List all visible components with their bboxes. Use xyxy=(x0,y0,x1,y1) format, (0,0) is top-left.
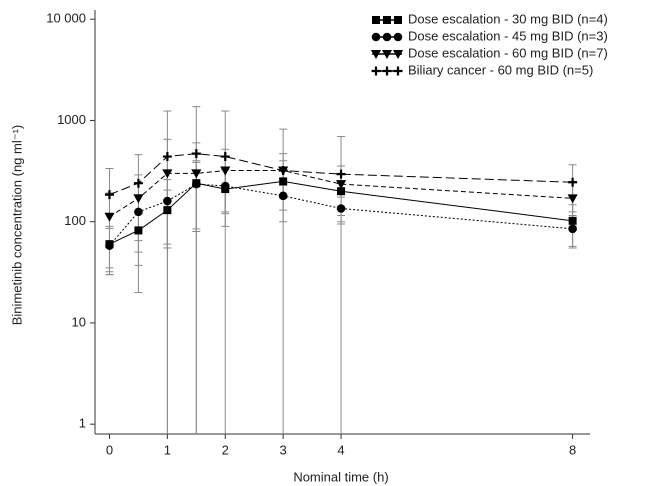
legend-label: Dose escalation - 45 mg BID (n=3) xyxy=(408,28,608,43)
marker xyxy=(133,178,143,188)
error-bar xyxy=(134,154,143,293)
error-bar xyxy=(192,106,201,434)
legend-marker xyxy=(370,50,382,60)
marker xyxy=(192,179,201,189)
marker xyxy=(191,149,201,159)
legend-label: Dose escalation - 60 mg BID (n=7) xyxy=(408,45,608,60)
legend-marker xyxy=(371,66,381,76)
marker xyxy=(279,177,288,186)
x-tick-label: 4 xyxy=(337,442,344,457)
legend-marker xyxy=(372,16,380,24)
series-line xyxy=(109,183,573,246)
marker xyxy=(105,241,114,250)
series-line xyxy=(109,170,573,218)
series-line xyxy=(109,180,573,245)
marker xyxy=(163,196,172,206)
error-bar xyxy=(163,110,172,434)
marker xyxy=(134,226,143,235)
marker xyxy=(278,166,288,176)
marker xyxy=(567,194,578,204)
x-axis-title: Nominal time (h) xyxy=(293,469,388,484)
marker xyxy=(162,152,172,162)
marker xyxy=(278,191,288,201)
marker xyxy=(191,169,202,179)
legend-marker xyxy=(382,66,392,76)
series-line xyxy=(109,153,573,196)
marker xyxy=(336,169,346,179)
marker xyxy=(220,166,231,176)
marker xyxy=(335,180,347,190)
marker xyxy=(104,190,114,200)
marker xyxy=(163,206,172,215)
legend-marker xyxy=(383,16,391,24)
marker xyxy=(220,181,230,191)
legend-marker xyxy=(394,16,402,24)
legend-label: Dose escalation - 30 mg BID (n=4) xyxy=(408,11,608,26)
marker xyxy=(220,152,230,162)
legend-marker xyxy=(393,66,403,76)
marker xyxy=(162,169,173,179)
legend-marker xyxy=(381,50,393,60)
x-tick-label: 8 xyxy=(569,442,576,457)
x-tick-label: 3 xyxy=(280,442,287,457)
x-tick-label: 0 xyxy=(106,442,113,457)
marker xyxy=(133,194,144,204)
y-tick-label: 10 000 xyxy=(46,11,86,26)
y-tick-label: 100 xyxy=(64,213,86,228)
y-axis-title: Binimetinib concentration (ng ml⁻¹) xyxy=(9,125,24,326)
error-bar xyxy=(568,164,577,213)
marker xyxy=(134,207,143,217)
error-bar xyxy=(279,128,288,434)
legend-label: Biliary cancer - 60 mg BID (n=5) xyxy=(408,62,593,77)
marker xyxy=(568,216,577,225)
y-tick-label: 1 xyxy=(79,416,86,431)
marker xyxy=(568,224,577,234)
legend-marker xyxy=(393,32,403,42)
marker xyxy=(336,204,346,213)
legend-marker xyxy=(382,32,392,42)
marker xyxy=(104,212,115,222)
marker xyxy=(568,177,578,187)
x-tick-label: 1 xyxy=(164,442,171,457)
plot-area xyxy=(104,106,578,434)
y-tick-label: 1000 xyxy=(57,112,86,127)
legend-marker xyxy=(371,32,381,42)
x-tick-label: 2 xyxy=(222,442,229,457)
y-tick-label: 10 xyxy=(72,314,86,329)
legend-marker xyxy=(392,50,404,60)
